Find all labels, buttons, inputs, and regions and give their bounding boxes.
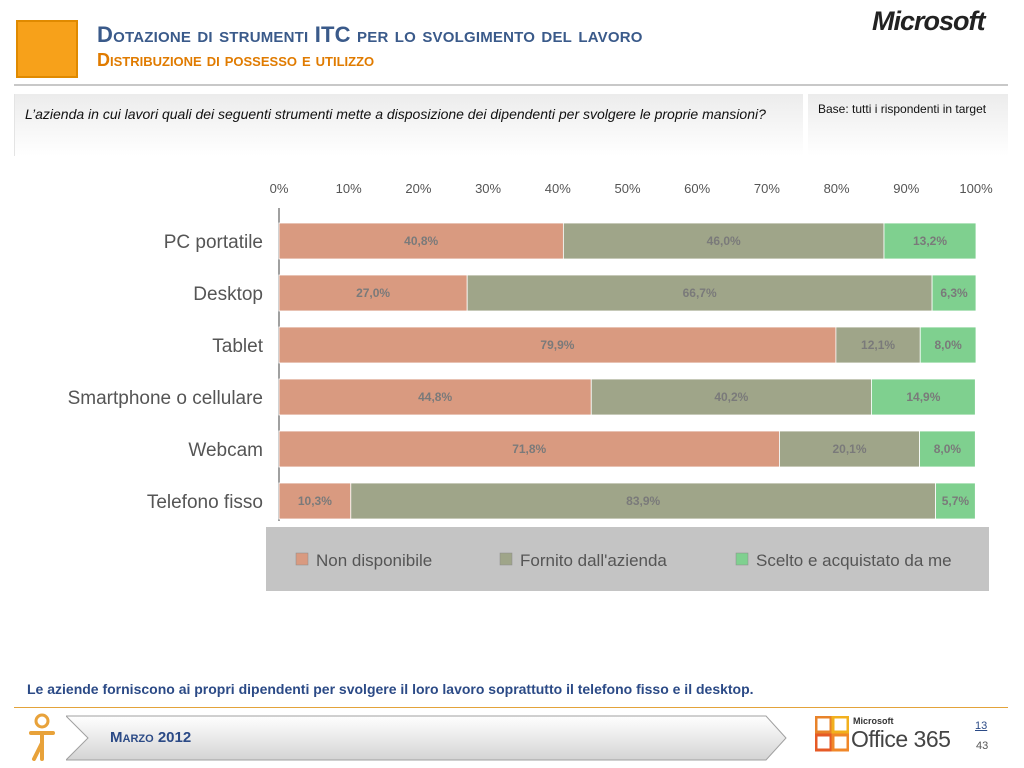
data-label: 40,8% [404, 234, 438, 248]
legend-swatch [295, 552, 309, 566]
office-product-text: Office 365 [851, 726, 951, 752]
header-divider [14, 84, 1008, 86]
x-tick-label: 20% [405, 181, 431, 196]
base-text: Base: tutti i rispondenti in target [818, 102, 987, 116]
legend-swatch [499, 552, 513, 566]
data-label: 6,3% [940, 286, 968, 300]
data-label: 71,8% [512, 442, 546, 456]
category-label: Smartphone o cellulare [68, 388, 263, 409]
x-tick-label: 0% [270, 181, 289, 196]
date-banner [66, 715, 787, 761]
bar-segment [919, 326, 977, 364]
person-icon [29, 713, 55, 761]
data-label: 83,9% [626, 494, 660, 508]
page-number[interactable]: 13 [975, 720, 988, 732]
data-label: 10,3% [298, 494, 332, 508]
microsoft-logo: Microsoft [872, 6, 985, 36]
x-tick-label: 80% [824, 181, 850, 196]
conclusion-text: Le aziende forniscono ai propri dipenden… [27, 681, 754, 697]
stacked-bar-chart: 0% 10% 20% 30% 40% 50% 60% 70% 80% 90% 100% PC port… [68, 181, 993, 591]
category-label: Telefono fisso [147, 492, 263, 513]
orange-logo-square [16, 20, 78, 78]
category-label: Webcam [188, 440, 263, 461]
data-label: 40,2% [714, 390, 748, 404]
x-tick-label: 40% [545, 181, 571, 196]
office-squares-icon [815, 716, 849, 752]
x-tick-label: 70% [754, 181, 780, 196]
category-label: Tablet [212, 336, 263, 357]
category-label: Desktop [193, 284, 263, 305]
legend-swatch [735, 552, 749, 566]
office-ms-text: Microsoft [853, 716, 894, 726]
bar-segment [562, 222, 885, 260]
x-tick-label: 50% [614, 181, 640, 196]
data-label: 20,1% [832, 442, 866, 456]
data-label: 13,2% [913, 234, 947, 248]
data-label: 46,0% [707, 234, 741, 248]
legend-label: Non disponibile [316, 551, 432, 570]
bar-segment [779, 430, 920, 468]
bar-segment [350, 482, 936, 520]
question-box: L’azienda in cui lavori quali dei seguen… [14, 94, 803, 156]
bar-segment [278, 430, 780, 468]
page-subtitle: Distribuzione di possesso e utilizzo [97, 50, 375, 70]
legend-label: Fornito dall'azienda [520, 551, 667, 570]
bar-segment [883, 222, 977, 260]
question-text: L’azienda in cui lavori quali dei seguen… [25, 106, 766, 122]
category-label: PC portatile [164, 232, 263, 253]
data-label: 14,9% [906, 390, 940, 404]
bar-segment [919, 430, 976, 468]
base-box: Base: tutti i rispondenti in target [808, 94, 1008, 156]
x-tick-label: 30% [475, 181, 501, 196]
data-label: 12,1% [861, 338, 895, 352]
x-tick-label: 90% [893, 181, 919, 196]
x-tick-label: 10% [336, 181, 362, 196]
data-label: 8,0% [934, 338, 962, 352]
footer-date: Marzo 2012 [110, 729, 192, 746]
bar-segment [278, 482, 352, 520]
data-label: 5,7% [942, 494, 970, 508]
page-total: 43 [976, 740, 989, 752]
bar-segment [931, 274, 977, 312]
bar-segment [278, 222, 564, 260]
data-label: 27,0% [356, 286, 390, 300]
bar-segment [278, 378, 592, 416]
bar-segment [590, 378, 872, 416]
page-title: Dotazione di strumenti ITC per lo svolgi… [97, 22, 643, 47]
x-tick-label: 60% [684, 181, 710, 196]
bar-segment [871, 378, 976, 416]
data-label: 66,7% [683, 286, 717, 300]
x-tick-label: 100% [959, 181, 993, 196]
footer-divider [14, 707, 1008, 708]
data-label: 79,9% [540, 338, 574, 352]
office-365-logo: Microsoft Office 365 [815, 713, 955, 757]
legend-label: Scelto e acquistato da me [756, 551, 952, 570]
data-label: 44,8% [418, 390, 452, 404]
bar-segment [935, 482, 976, 520]
data-label: 8,0% [934, 442, 962, 456]
legend-box [266, 527, 989, 591]
